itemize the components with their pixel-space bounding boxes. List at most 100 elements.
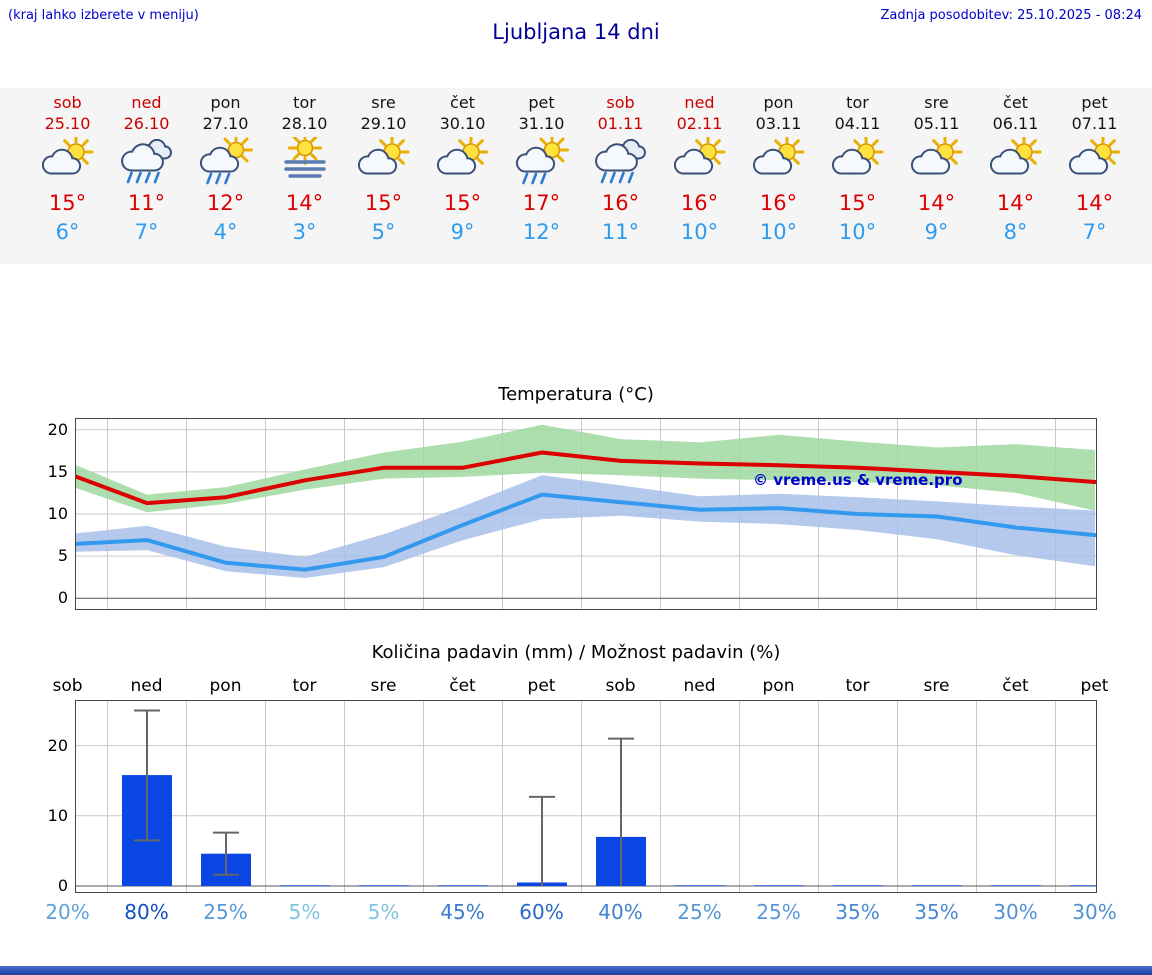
day-name: sre (371, 93, 396, 112)
watermark: © vreme.us & vreme.pro (753, 471, 963, 489)
precip-day-label: pet (527, 676, 556, 696)
day-column[interactable]: pet 31.10 17° 12° (502, 88, 581, 264)
temp-y-tick-label: 20 (47, 419, 68, 439)
precip-probability: 35% (914, 900, 959, 924)
day-date: 05.11 (913, 114, 960, 133)
day-name: tor (293, 93, 316, 112)
day-name: tor (846, 93, 869, 112)
precip-probability: 25% (203, 900, 248, 924)
day-low-temp: 8° (1003, 220, 1028, 244)
day-date: 28.10 (281, 114, 328, 133)
precip-day-label: pon (762, 676, 795, 696)
precip-probability: 5% (367, 900, 400, 924)
precip-probability: 30% (993, 900, 1038, 924)
day-low-temp: 9° (450, 220, 475, 244)
day-column[interactable]: pet 07.11 14° 7° (1055, 88, 1134, 264)
precip-probability: 40% (598, 900, 643, 924)
temp-y-tick-label: 10 (47, 504, 68, 523)
partly-cloudy-icon (28, 134, 107, 189)
day-column[interactable]: čet 06.11 14° 8° (976, 88, 1055, 264)
precip-day-label: tor (845, 676, 870, 696)
page-title: Ljubljana 14 dni (492, 20, 660, 44)
day-name: čet (1003, 93, 1028, 112)
last-update-text: Zadnja posodobitev: 25.10.2025 - 08:24 (880, 8, 1142, 23)
precipitation-chart-title: Količina padavin (mm) / Možnost padavin … (371, 642, 781, 663)
day-high-temp: 16° (680, 191, 719, 215)
day-high-temp: 17° (522, 191, 561, 215)
precip-day-label: ned (683, 676, 716, 696)
precip-day-label: ned (130, 676, 163, 696)
precip-day-label: pon (209, 676, 242, 696)
rain-showers-icon (186, 133, 265, 189)
precip-day-label: tor (292, 676, 317, 696)
precip-probability: 80% (124, 900, 169, 924)
precip-probability: 20% (45, 900, 90, 924)
precip-y-tick-label: 0 (57, 875, 68, 895)
day-name: ned (131, 93, 162, 112)
day-date: 25.10 (44, 114, 91, 133)
day-column[interactable]: tor 04.11 15° 10° (818, 88, 897, 264)
day-name: ned (684, 93, 715, 112)
day-name: sob (53, 93, 82, 112)
day-date: 02.11 (676, 114, 723, 133)
precip-day-label: sob (52, 676, 83, 696)
day-date: 29.10 (360, 114, 407, 133)
partly-cloudy-icon (897, 134, 976, 189)
day-date: 04.11 (834, 114, 881, 133)
day-high-temp: 16° (759, 191, 798, 215)
temp-y-tick-label: 5 (57, 546, 68, 566)
day-date: 03.11 (755, 114, 802, 133)
day-high-temp: 14° (917, 191, 956, 215)
day-date: 07.11 (1071, 114, 1118, 133)
day-low-temp: 7° (134, 220, 159, 244)
day-name: sre (924, 93, 949, 112)
day-name: čet (450, 93, 475, 112)
day-low-temp: 10° (759, 220, 798, 244)
partly-cloudy-icon (660, 134, 739, 189)
day-low-temp: 10° (838, 220, 877, 244)
precip-day-labels: sob ned pon tor sre čet pet sob ned pon tor sre čet p… (28, 676, 1134, 696)
day-column[interactable]: sre 29.10 15° 5° (344, 88, 423, 264)
rain-icon (581, 137, 660, 189)
day-name: pet (1081, 93, 1108, 112)
day-low-temp: 12° (522, 220, 561, 244)
rain-icon (107, 137, 186, 189)
precip-day-label: čet (1002, 676, 1029, 696)
precip-probability-labels: 20% 80% 25% 5% 5% 45% 60% 40% 25% 25% 35% 35% 30% 30% (28, 900, 1134, 924)
day-high-temp: 14° (285, 191, 324, 215)
day-column[interactable]: sob 25.10 15° 6° (28, 88, 107, 264)
day-date: 31.10 (518, 114, 565, 133)
day-column[interactable]: pon 27.10 12° 4° (186, 88, 265, 264)
partly-cloudy-icon (423, 134, 502, 189)
fog-icon (265, 131, 344, 189)
day-high-temp: 15° (443, 191, 482, 215)
day-column[interactable]: čet 30.10 15° 9° (423, 88, 502, 264)
day-date: 27.10 (202, 114, 249, 133)
partly-cloudy-icon (739, 134, 818, 189)
day-low-temp: 3° (292, 220, 317, 244)
day-column[interactable]: sob 01.11 16° 11° (581, 88, 660, 264)
partly-cloudy-icon (976, 134, 1055, 189)
day-column[interactable]: ned 02.11 16° 10° (660, 88, 739, 264)
partly-cloudy-icon (818, 134, 897, 189)
day-column[interactable]: sre 05.11 14° 9° (897, 88, 976, 264)
precipitation-chart (75, 700, 1120, 893)
day-date: 01.11 (597, 114, 644, 133)
day-high-temp: 15° (364, 191, 403, 215)
rain-showers-icon (502, 133, 581, 189)
day-low-temp: 6° (55, 220, 80, 244)
day-column[interactable]: ned 26.10 11° 7° (107, 88, 186, 264)
day-high-temp: 14° (1075, 191, 1114, 215)
temp-y-tick-label: 15 (47, 461, 68, 481)
day-low-temp: 5° (371, 220, 396, 244)
day-column[interactable]: pon 03.11 16° 10° (739, 88, 818, 264)
precip-y-tick-label: 20 (47, 735, 68, 755)
day-low-temp: 10° (680, 220, 719, 244)
precip-probability: 5% (288, 900, 321, 924)
day-low-temp: 7° (1082, 220, 1107, 244)
day-high-temp: 16° (601, 191, 640, 215)
day-name: sob (606, 93, 635, 112)
day-column[interactable]: tor 28.10 14° 3° (265, 88, 344, 264)
temperature-chart: © vreme.us & vreme.pro (66, 418, 1097, 610)
